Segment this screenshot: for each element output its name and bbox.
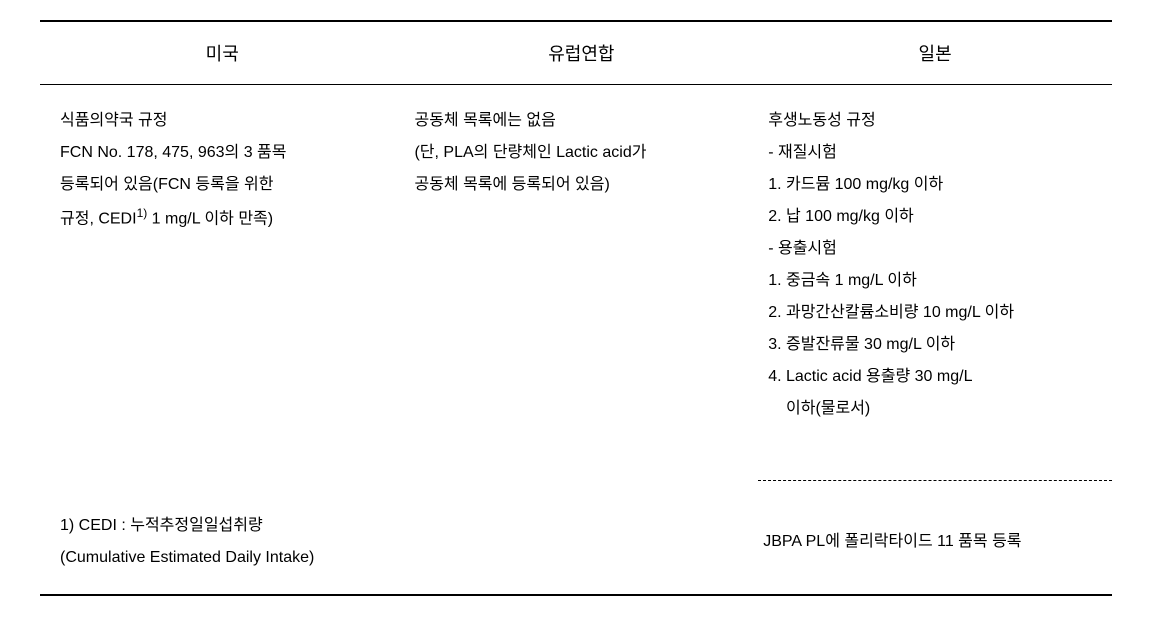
- footnote-line: (Cumulative Estimated Daily Intake): [60, 542, 758, 574]
- spacer: [768, 425, 1102, 450]
- usa-line: 등록되어 있음(FCN 등록을 위한: [60, 169, 394, 201]
- japan-line: - 용출시험: [768, 233, 1102, 265]
- table-header-row: 미국 유럽연합 일본: [40, 20, 1112, 85]
- usa-line4-post: 1 mg/L 이하 만족): [147, 210, 273, 227]
- header-usa: 미국: [40, 40, 404, 66]
- header-japan: 일본: [758, 40, 1112, 66]
- content-usa: 식품의약국 규정 FCN No. 178, 475, 963의 3 품목 등록되…: [40, 105, 404, 450]
- eu-line: 공동체 목록에 등록되어 있음): [414, 169, 748, 201]
- content-japan: 후생노동성 규정 - 재질시험 1. 카드뮴 100 mg/kg 이하 2. 납…: [758, 105, 1112, 450]
- japan-line: 1. 카드뮴 100 mg/kg 이하: [768, 169, 1102, 201]
- eu-line: (단, PLA의 단량체인 Lactic acid가: [414, 137, 748, 169]
- table-content-row: 식품의약국 규정 FCN No. 178, 475, 963의 3 품목 등록되…: [40, 85, 1112, 480]
- usa-superscript: 1): [137, 206, 148, 220]
- eu-line: 공동체 목록에는 없음: [414, 105, 748, 137]
- header-eu: 유럽연합: [404, 40, 758, 66]
- footer-japan-extra: JBPA PL에 폴리락타이드 11 품목 등록: [758, 480, 1112, 574]
- footer-note: 1) CEDI : 누적추정일일섭취량 (Cumulative Estimate…: [40, 480, 758, 574]
- regulation-table: 미국 유럽연합 일본 식품의약국 규정 FCN No. 178, 475, 96…: [40, 20, 1112, 596]
- japan-line: - 재질시험: [768, 137, 1102, 169]
- japan-line: 4. Lactic acid 용출량 30 mg/L: [768, 361, 1102, 393]
- japan-line: 2. 과망간산칼륨소비량 10 mg/L 이하: [768, 297, 1102, 329]
- content-eu: 공동체 목록에는 없음 (단, PLA의 단량체인 Lactic acid가 공…: [404, 105, 758, 450]
- japan-line: 이하(물로서): [768, 393, 1102, 425]
- usa-line: 식품의약국 규정: [60, 105, 394, 137]
- usa-line: 규정, CEDI1) 1 mg/L 이하 만족): [60, 201, 394, 235]
- table-footer-row: 1) CEDI : 누적추정일일섭취량 (Cumulative Estimate…: [40, 480, 1112, 596]
- usa-line4-pre: 규정, CEDI: [60, 210, 137, 227]
- japan-line: 1. 중금속 1 mg/L 이하: [768, 265, 1102, 297]
- japan-line: 후생노동성 규정: [768, 105, 1102, 137]
- japan-extra-line: JBPA PL에 폴리락타이드 11 품목 등록: [763, 526, 1112, 558]
- japan-line: 2. 납 100 mg/kg 이하: [768, 201, 1102, 233]
- usa-line: FCN No. 178, 475, 963의 3 품목: [60, 137, 394, 169]
- japan-line: 3. 증발잔류물 30 mg/L 이하: [768, 329, 1102, 361]
- footnote-line: 1) CEDI : 누적추정일일섭취량: [60, 510, 758, 542]
